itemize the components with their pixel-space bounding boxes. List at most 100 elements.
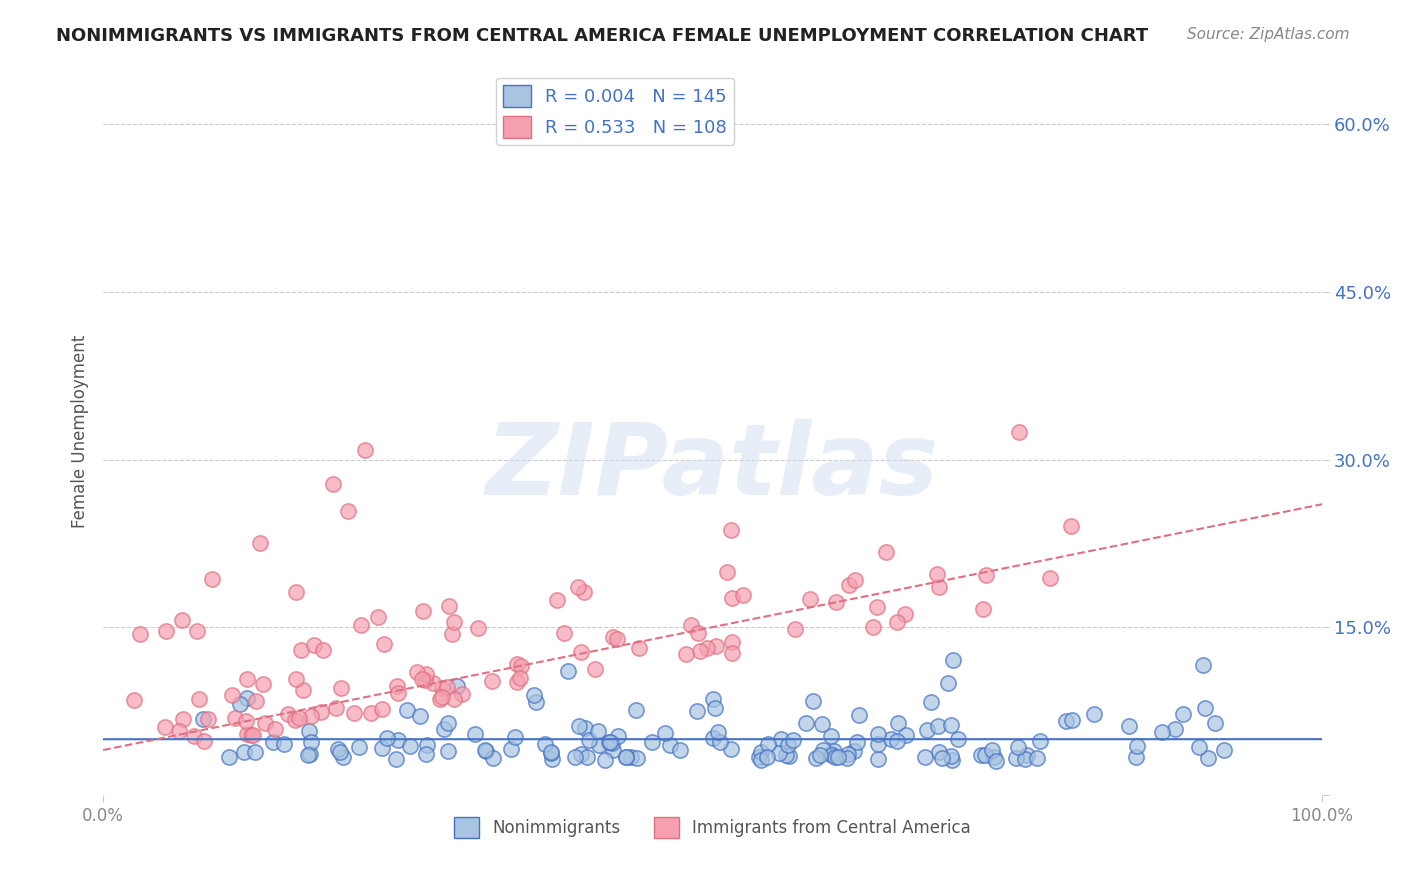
Point [284,585,307,599]
Point [349,739,371,754]
Point [329,681,352,696]
Point [264,722,287,736]
Point [703,701,725,715]
Point [242,728,264,742]
Point [443,615,465,630]
Point [328,741,350,756]
Point [1083,707,1105,722]
Point [446,679,468,693]
Point [245,694,267,708]
Point [941,753,963,767]
Point [371,741,394,756]
Point [721,635,744,649]
Point [354,443,377,458]
Point [1062,713,1084,727]
Point [385,679,408,693]
Point [298,723,321,738]
Point [443,692,465,706]
Point [235,714,257,728]
Point [540,745,562,759]
Point [183,730,205,744]
Text: ZIPatlas: ZIPatlas [486,419,939,516]
Point [415,667,437,681]
Point [862,620,884,634]
Point [235,727,257,741]
Point [291,682,314,697]
Point [277,707,299,722]
Point [936,676,959,690]
Point [598,735,620,749]
Point [707,724,730,739]
Point [412,603,434,617]
Point [620,750,643,764]
Point [811,717,834,731]
Point [824,750,846,764]
Point [578,733,600,747]
Point [506,657,529,672]
Point [398,739,420,753]
Point [866,726,889,740]
Point [342,706,364,721]
Point [972,602,994,616]
Point [422,676,444,690]
Point [1150,725,1173,739]
Point [436,715,458,730]
Point [837,750,859,764]
Point [451,687,474,701]
Point [842,744,865,758]
Point [328,746,350,760]
Point [614,750,637,764]
Point [980,742,1002,756]
Point [1164,722,1187,736]
Point [970,747,993,762]
Point [509,659,531,673]
Point [770,731,793,746]
Point [669,743,692,757]
Point [299,709,322,723]
Point [748,749,770,764]
Point [197,712,219,726]
Point [464,727,486,741]
Point [806,751,828,765]
Point [1029,733,1052,747]
Point [887,716,910,731]
Point [506,675,529,690]
Point [827,749,849,764]
Point [229,697,252,711]
Point [360,706,382,721]
Point [983,750,1005,764]
Point [387,733,409,747]
Point [675,648,697,662]
Point [914,750,936,764]
Point [540,746,562,760]
Point [332,749,354,764]
Point [1171,707,1194,722]
Point [312,643,335,657]
Point [409,709,432,723]
Point [553,626,575,640]
Point [778,749,800,764]
Point [778,739,800,753]
Point [775,747,797,762]
Point [245,745,267,759]
Point [155,624,177,638]
Point [411,673,433,687]
Point [941,718,963,732]
Point [415,747,437,761]
Point [928,580,950,594]
Point [720,523,742,537]
Legend: Nonimmigrants, Immigrants from Central America: Nonimmigrants, Immigrants from Central A… [447,811,977,845]
Y-axis label: Female Unemployment: Female Unemployment [72,335,89,528]
Point [925,566,948,581]
Point [367,610,389,624]
Point [569,747,592,762]
Point [583,662,606,676]
Point [721,646,744,660]
Point [416,738,439,752]
Point [170,613,193,627]
Point [375,731,398,746]
Point [868,737,890,751]
Point [626,751,648,765]
Point [433,723,456,737]
Point [689,644,711,658]
